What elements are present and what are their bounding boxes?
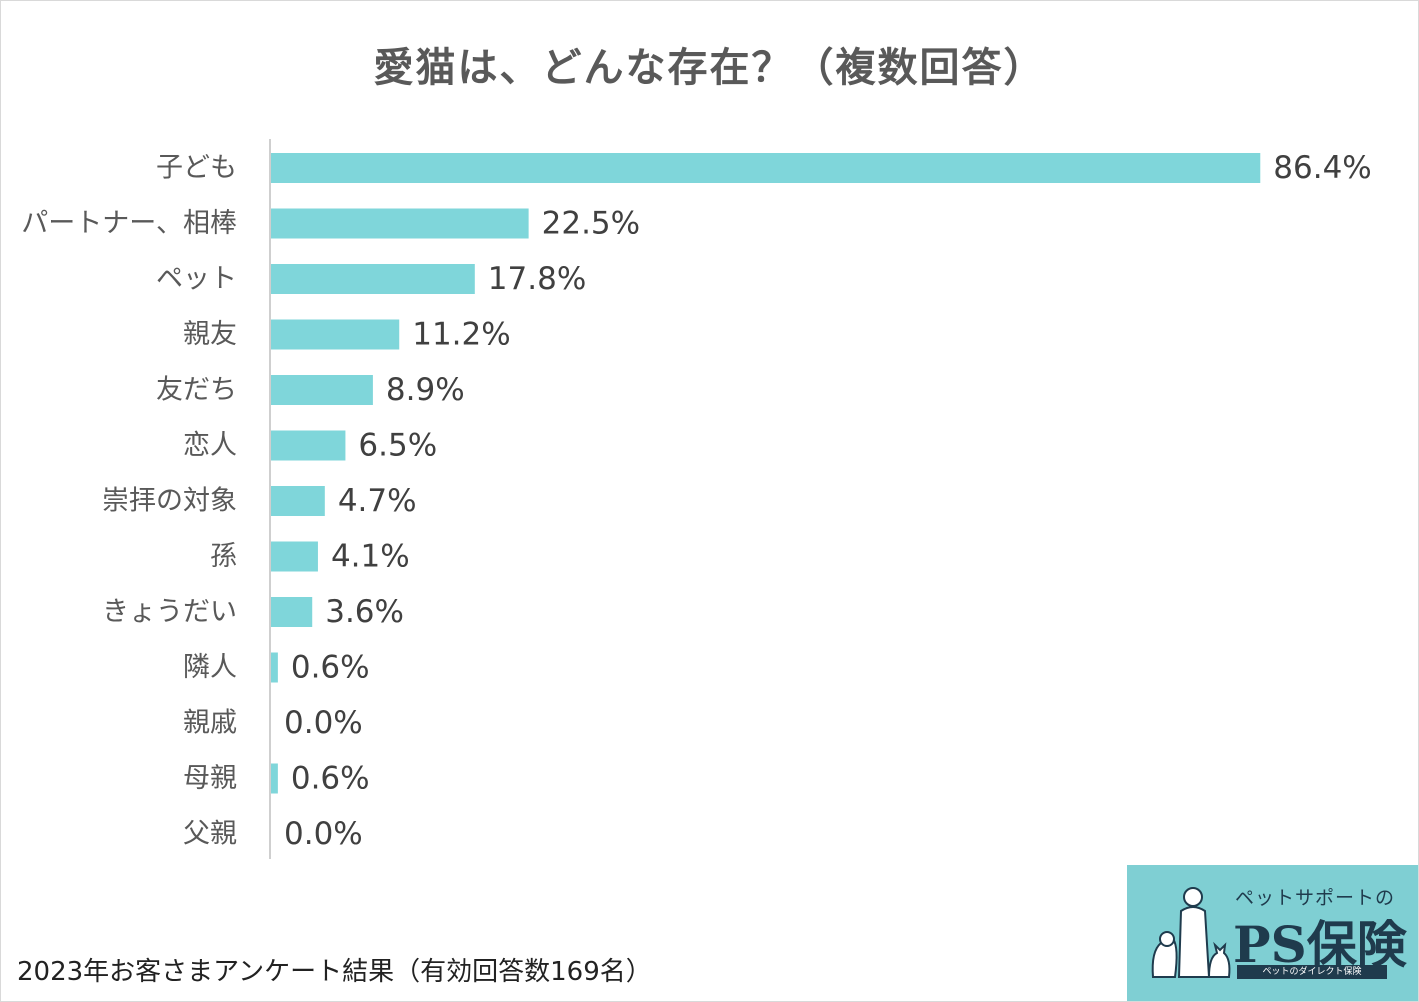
value-label: 0.6% bbox=[291, 761, 370, 797]
bar bbox=[271, 319, 400, 350]
value-label: 3.6% bbox=[325, 594, 404, 630]
category-label: 友だち bbox=[156, 375, 237, 406]
chart-title: 愛猫は、どんな存在？（複数回答） bbox=[373, 45, 1046, 91]
category-label: 隣人 bbox=[183, 652, 237, 683]
value-label: 6.5% bbox=[358, 428, 437, 464]
logo-tagline: ペットサポートの bbox=[1235, 887, 1396, 909]
category-label: 孫 bbox=[210, 541, 237, 572]
value-label: 4.7% bbox=[338, 483, 417, 519]
bar bbox=[271, 153, 1261, 183]
person-with-pets-icon bbox=[1151, 887, 1231, 978]
category-label: パートナー、相棒 bbox=[21, 208, 237, 239]
value-label: 0.0% bbox=[284, 816, 363, 852]
bar bbox=[271, 541, 318, 572]
category-label: きょうだい bbox=[102, 597, 237, 628]
bar bbox=[271, 264, 475, 294]
bar bbox=[271, 763, 278, 794]
value-label: 4.1% bbox=[331, 539, 410, 575]
category-label: 親友 bbox=[183, 319, 237, 350]
value-label: 8.9% bbox=[386, 372, 465, 408]
category-label: 崇拝の対象 bbox=[102, 486, 237, 517]
value-label: 22.5% bbox=[542, 206, 640, 242]
bar bbox=[271, 597, 313, 627]
category-label: 子ども bbox=[156, 153, 237, 184]
value-label: 0.6% bbox=[291, 650, 370, 686]
survey-footnote: 2023年お客さまアンケート結果（有効回答数169名） bbox=[17, 957, 652, 987]
ps-insurance-logo: ペットサポートの PS保険 ペットのダイレクト保険 bbox=[1127, 865, 1418, 1001]
category-label: 親戚 bbox=[183, 708, 237, 739]
bar bbox=[271, 652, 278, 683]
logo-subtitle: ペットのダイレクト保険 bbox=[1237, 965, 1387, 979]
category-label: 母親 bbox=[183, 763, 237, 794]
logo-name: PS保険 bbox=[1233, 915, 1407, 974]
bar bbox=[271, 375, 373, 405]
bar bbox=[271, 486, 325, 516]
category-label: 父親 bbox=[183, 819, 237, 850]
value-label: 11.2% bbox=[412, 317, 510, 353]
bar-chart: 子ども 86.4% パートナー、相棒 22.5% ペット 17.8% 親友 11.2% 友だち 8… bbox=[21, 139, 1372, 859]
category-label: 恋人 bbox=[183, 430, 237, 461]
value-label: 17.8% bbox=[488, 261, 586, 297]
value-label: 86.4% bbox=[1273, 150, 1371, 186]
value-label: 0.0% bbox=[284, 705, 363, 741]
bar bbox=[271, 208, 529, 239]
bar bbox=[271, 430, 346, 461]
category-label: ペット bbox=[156, 264, 237, 295]
